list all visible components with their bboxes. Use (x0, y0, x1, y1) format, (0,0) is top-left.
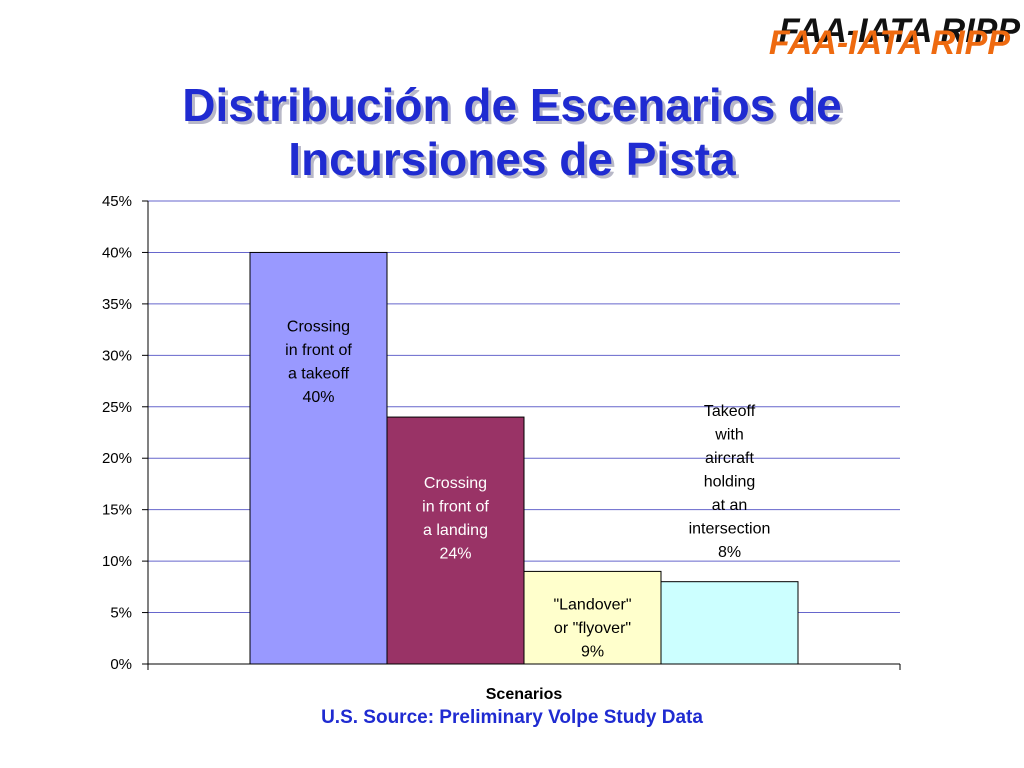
bar-data-label: 24% (439, 546, 471, 563)
logo-text-shadow: FAA-IATA RIPP (778, 12, 1020, 50)
bar-data-label: a takeoff (288, 365, 350, 382)
page-title-line-1: Distribución de Escenarios de (182, 79, 842, 131)
y-tick-label: 25% (102, 399, 132, 416)
bar-data-label: in front of (285, 342, 352, 359)
bar-data-label: in front of (422, 499, 489, 516)
y-tick-label: 45% (102, 193, 132, 210)
bar-data-label: with (714, 427, 743, 444)
bar-data-label: or "flyover" (554, 620, 631, 637)
y-tick-label: 10% (102, 553, 132, 570)
bar-data-label: intersection (689, 521, 771, 538)
bar-data-label: "Landover" (553, 596, 631, 613)
logo: FAA-IATA RIPP FAA-IATA RIPP (744, 10, 1024, 70)
y-tick-label: 40% (102, 244, 132, 261)
bar-data-label: at an (712, 497, 748, 514)
logo-text: FAA-IATA RIPP (768, 24, 1010, 62)
bar-data-label: a landing (423, 522, 488, 539)
y-tick-label: 35% (102, 296, 132, 313)
y-tick-label: 5% (110, 605, 132, 622)
bar (386, 416, 525, 665)
bar (249, 251, 388, 665)
bar-data-label: 8% (718, 544, 741, 561)
y-tick-label: 0% (110, 656, 132, 673)
x-axis-label: Scenarios (486, 686, 563, 703)
bar (523, 570, 662, 665)
bar (660, 581, 799, 665)
bar-data-label: aircraft (705, 450, 754, 467)
bar-data-label: Crossing (287, 318, 350, 335)
source-note: U.S. Source: Preliminary Volpe Study Dat… (321, 707, 703, 728)
page-title: Distribución de Escenarios de Incursione… (60, 78, 964, 186)
bar-data-label: holding (704, 474, 756, 491)
bar-chart: 0% 5% 10% 15% 20% 25% 30% 35% 40% 45% Crossing in f… (102, 193, 901, 703)
bar-data-label: Crossing (424, 475, 487, 492)
y-tick-label: 15% (102, 502, 132, 519)
y-tick-label: 20% (102, 450, 132, 467)
bar-data-label: 40% (302, 389, 334, 406)
bar-data-label: Takeoff (704, 403, 756, 420)
y-tick-label: 30% (102, 347, 132, 364)
bar-data-label: 9% (581, 643, 604, 660)
page-title-line-2: Incursiones de Pista (288, 133, 736, 185)
